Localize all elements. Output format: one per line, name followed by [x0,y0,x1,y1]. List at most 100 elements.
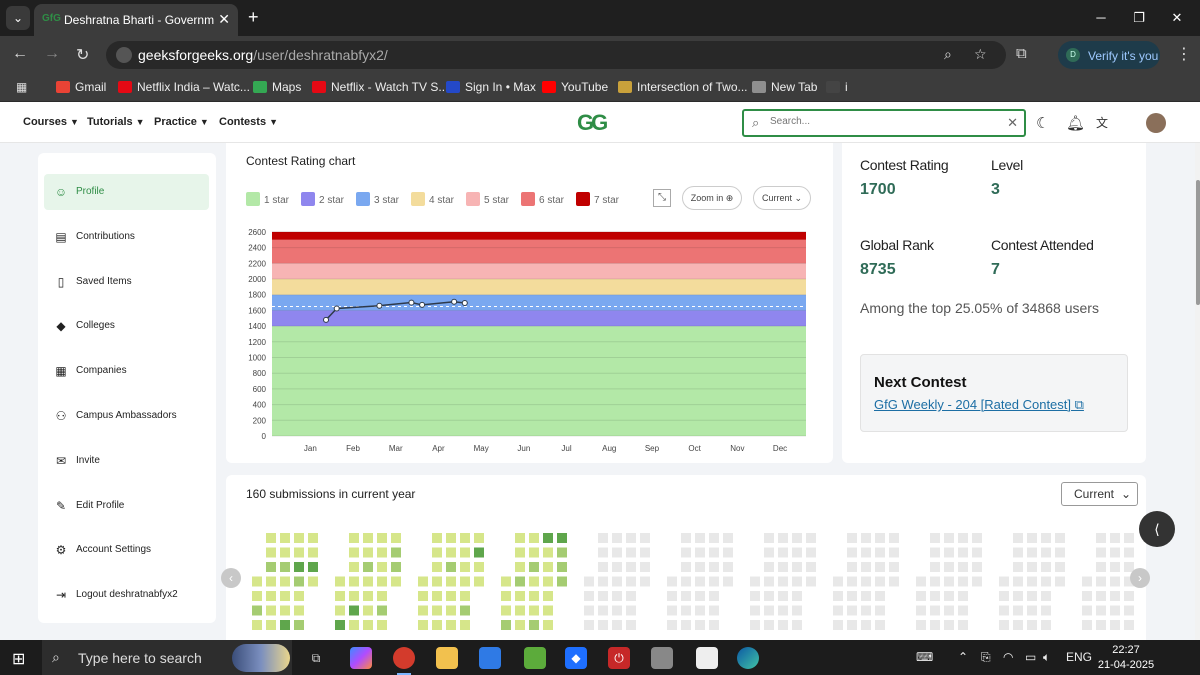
legend-item[interactable]: 4 star [411,192,454,206]
heatmap-day-cell[interactable] [750,591,760,601]
heatmap-day-cell[interactable] [861,547,871,558]
heatmap-day-cell[interactable] [626,533,636,543]
heatmap-day-cell[interactable] [1124,533,1134,543]
heatmap-day-cell[interactable] [889,547,899,558]
heatmap-day-cell[interactable] [1124,562,1134,572]
heatmap-day-cell[interactable] [308,533,318,543]
apps-grid-icon[interactable]: ▦ [16,80,28,94]
heatmap-day-cell[interactable] [252,591,262,601]
heatmap-day-cell[interactable] [833,620,843,630]
heatmap-day-cell[interactable] [612,547,622,558]
heatmap-day-cell[interactable] [695,620,705,630]
taskbar-search[interactable]: ⌕ Type here to search [42,640,292,675]
restore-icon[interactable]: ❐ [1133,10,1145,25]
heatmap-day-cell[interactable] [280,562,290,572]
heatmap-day-cell[interactable] [861,591,871,601]
battery-icon[interactable]: ▭ [1025,650,1037,664]
heatmap-day-cell[interactable] [460,605,470,616]
site-info-icon[interactable] [116,47,132,63]
heatmap-day-cell[interactable] [446,620,456,630]
heatmap-day-cell[interactable] [529,547,539,558]
heatmap-day-cell[interactable] [750,576,760,587]
heatmap-day-cell[interactable] [999,620,1009,630]
heatmap-day-cell[interactable] [460,620,470,630]
heatmap-day-cell[interactable] [1027,547,1037,558]
heatmap-day-cell[interactable] [723,576,733,587]
bookmark-item[interactable]: i [826,80,848,94]
taskbar-clock[interactable]: 22:27 21-04-2025 [1096,643,1156,673]
heatmap-day-cell[interactable] [681,576,691,587]
heatmap-day-cell[interactable] [349,576,359,587]
heatmap-day-cell[interactable] [598,576,608,587]
heatmap-day-cell[interactable] [432,576,442,587]
menu-practice[interactable]: Practice ▼ [154,116,209,128]
heatmap-day-cell[interactable] [709,533,719,543]
heatmap-day-cell[interactable] [294,547,304,558]
security-app-icon[interactable] [524,647,546,669]
heatmap-day-cell[interactable] [612,591,622,601]
chrome-icon[interactable] [393,647,415,675]
heatmap-day-cell[interactable] [1110,533,1120,543]
keyboard-icon[interactable]: ⌨ [916,650,934,664]
user-avatar[interactable] [1146,113,1166,133]
heatmap-day-cell[interactable] [1055,576,1065,587]
sidebar-item-companies[interactable]: ▦ Companies [44,353,209,389]
heatmap-day-cell[interactable] [778,620,788,630]
heatmap-day-cell[interactable] [335,591,345,601]
heatmap-day-cell[interactable] [889,533,899,543]
heatmap-day-cell[interactable] [280,620,290,630]
heatmap-day-cell[interactable] [474,562,484,572]
heatmap-day-cell[interactable] [432,533,442,543]
heatmap-day-cell[interactable] [418,576,428,587]
verify-profile-button[interactable]: D Verify it's you [1058,41,1160,69]
heatmap-day-cell[interactable] [1096,562,1106,572]
translate-icon[interactable]: 文 [1096,116,1109,130]
heatmap-day-cell[interactable] [1124,591,1134,601]
heatmap-day-cell[interactable] [709,576,719,587]
heatmap-day-cell[interactable] [681,620,691,630]
heatmap-day-cell[interactable] [1013,562,1023,572]
heatmap-day-cell[interactable] [446,562,456,572]
heatmap-day-cell[interactable] [681,533,691,543]
heatmap-day-cell[interactable] [930,533,940,543]
sidebar-item-campus[interactable]: ⚇ Campus Ambassadors [44,398,209,434]
heatmap-day-cell[interactable] [515,591,525,601]
windows-start-icon[interactable]: ⊞ [12,651,26,668]
heatmap-day-cell[interactable] [612,620,622,630]
clear-search-icon[interactable]: ✕ [1007,115,1018,130]
document-app-icon[interactable] [696,647,718,669]
heatmap-day-cell[interactable] [1082,576,1092,587]
heatmap-day-cell[interactable] [418,591,428,601]
dropbox-icon[interactable]: ◆ [565,647,587,669]
heatmap-day-cell[interactable] [889,576,899,587]
heatmap-day-cell[interactable] [557,533,567,543]
shrink-icon[interactable]: ⤡ [653,189,671,207]
heatmap-day-cell[interactable] [391,533,401,543]
heatmap-day-cell[interactable] [640,576,650,587]
heatmap-day-cell[interactable] [626,576,636,587]
heatmap-day-cell[interactable] [266,591,276,601]
legend-item[interactable]: 2 star [301,192,344,206]
heatmap-day-cell[interactable] [833,576,843,587]
chart-period-select[interactable]: Current ⌄ [753,186,811,210]
heatmap-day-cell[interactable] [709,605,719,616]
heatmap-day-cell[interactable] [1082,591,1092,601]
heatmap-day-cell[interactable] [972,547,982,558]
power-app-icon[interactable]: ⏻ [608,647,630,669]
heatmap-day-cell[interactable] [266,605,276,616]
heatmap-day-cell[interactable] [446,576,456,587]
heatmap-day-cell[interactable] [875,591,885,601]
heatmap-day-cell[interactable] [543,605,553,616]
heatmap-day-cell[interactable] [515,547,525,558]
heatmap-day-cell[interactable] [764,547,774,558]
heatmap-day-cell[interactable] [612,533,622,543]
site-search[interactable]: ⌕ ✕ [742,109,1026,137]
heatmap-day-cell[interactable] [764,533,774,543]
heatmap-day-cell[interactable] [501,605,511,616]
heatmap-day-cell[interactable] [280,591,290,601]
sidebar-item-saved[interactable]: ▯ Saved Items [44,264,209,300]
heatmap-day-cell[interactable] [584,576,594,587]
bookmark-item[interactable]: Netflix India – Watc... [118,80,250,94]
heatmap-day-cell[interactable] [1027,620,1037,630]
heatmap-day-cell[interactable] [944,576,954,587]
